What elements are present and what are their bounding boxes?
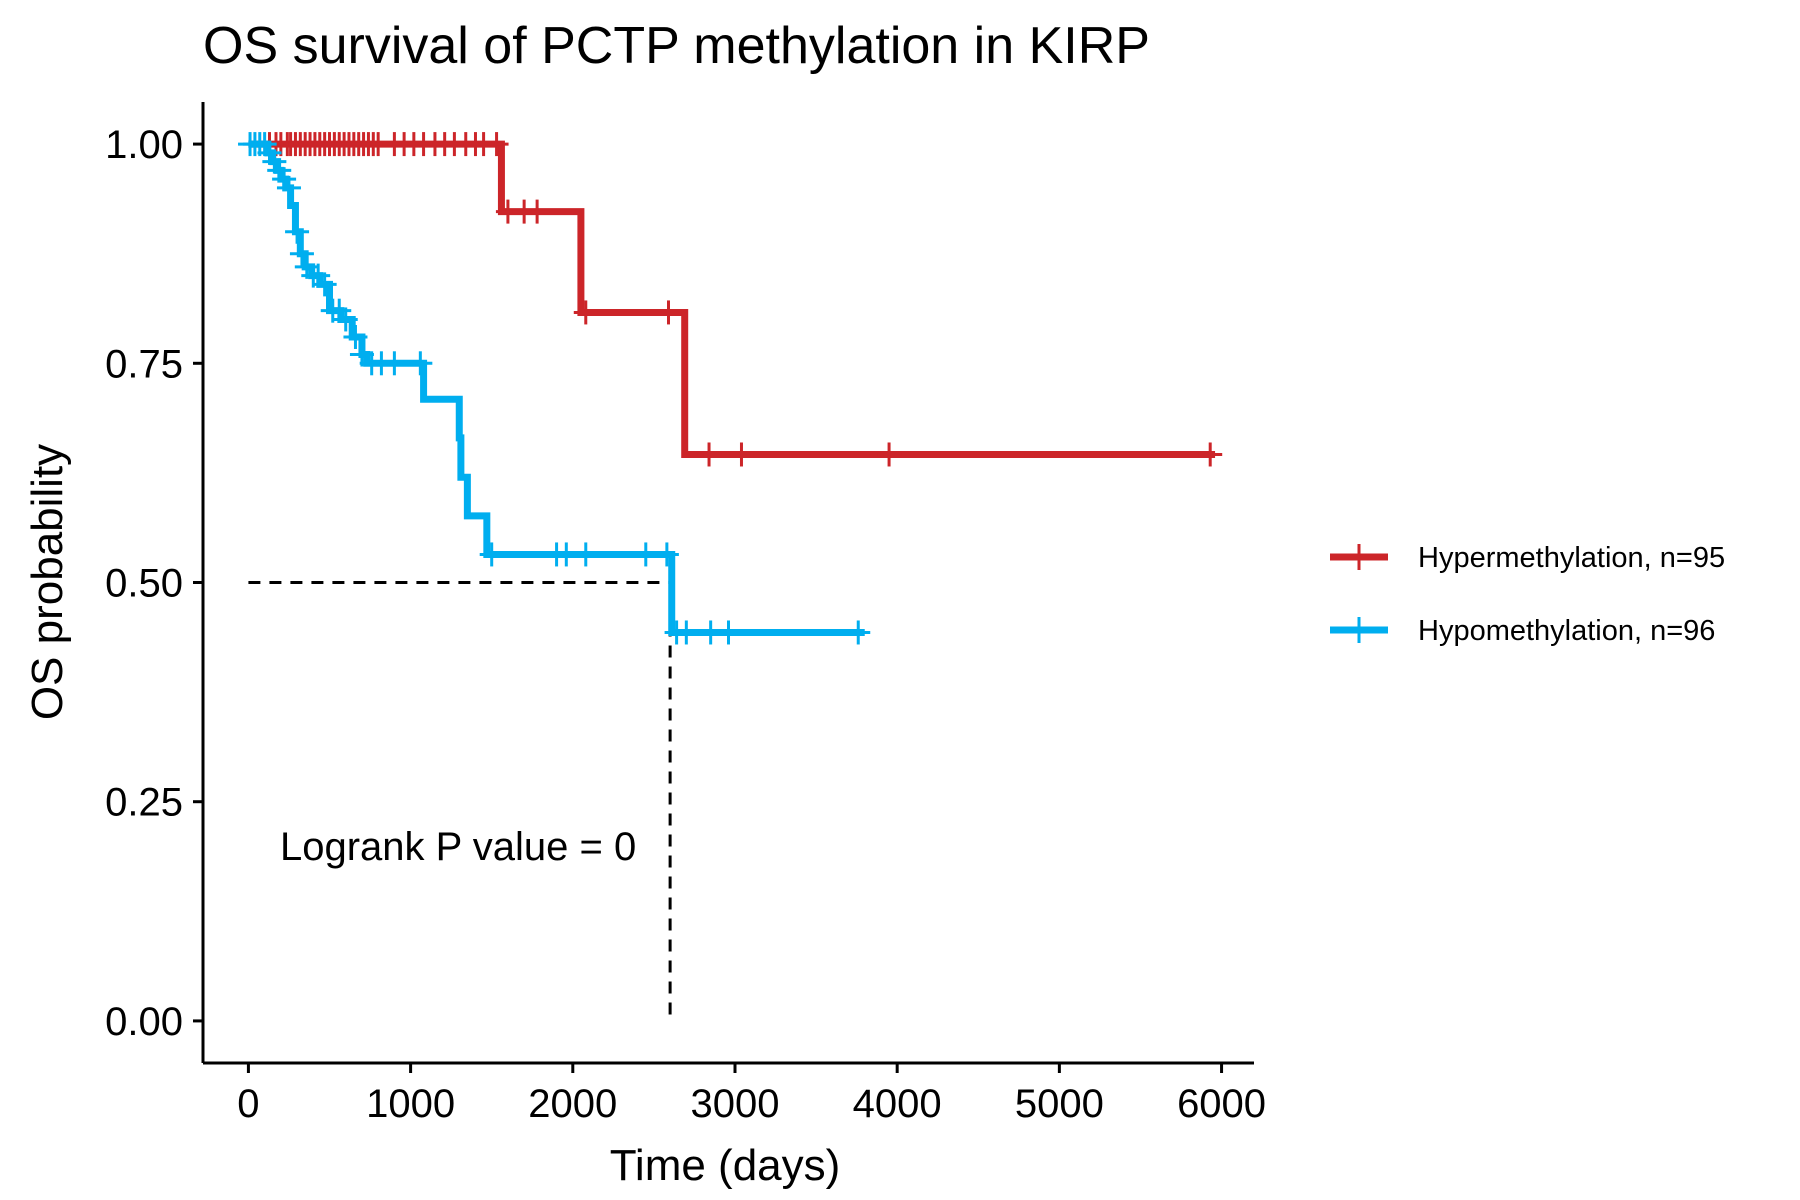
x-tick-label: 5000 (1015, 1082, 1104, 1126)
y-tick-label: 0.50 (105, 562, 183, 606)
x-tick-label: 4000 (853, 1082, 942, 1126)
survival-curve (248, 140, 1216, 458)
logrank-annotation: Logrank P value = 0 (280, 825, 636, 869)
legend-item: Hypermethylation, n=95 (1330, 542, 1725, 574)
chart-title: OS survival of PCTP methylation in KIRP (203, 17, 1150, 75)
x-axis-ticks: 0 1000 2000 3000 4000 5000 6000 (237, 1063, 1266, 1126)
series-hypermethylation (248, 132, 1223, 467)
y-tick-label: 0.75 (105, 342, 183, 386)
plot-area: 0 1000 2000 3000 4000 5000 6000 0.000.250.500.… (105, 102, 1266, 1126)
legend-label: Hypermethylation, n=95 (1418, 542, 1725, 574)
x-tick-label: 6000 (1177, 1082, 1266, 1126)
x-tick-label: 1000 (366, 1082, 455, 1126)
legend-item: Hypomethylation, n=96 (1330, 615, 1715, 647)
x-tick-label: 0 (237, 1082, 259, 1126)
y-tick-label: 0.25 (105, 781, 183, 825)
y-tick-label: 0.00 (105, 1000, 183, 1044)
x-tick-label: 2000 (528, 1082, 617, 1126)
y-axis-ticks: 0.00 0.25 0.50 0.75 1.00 (105, 123, 203, 1044)
legend-label: Hypomethylation, n=96 (1418, 615, 1715, 647)
series-hypomethylation (238, 132, 871, 645)
x-axis-title: Time (days) (610, 1141, 841, 1190)
series-layer (238, 132, 1223, 645)
x-tick-label: 3000 (690, 1082, 779, 1126)
y-tick-label: 1.00 (105, 123, 183, 167)
y-axis-title: OS probability (23, 444, 72, 720)
median-reference-lines (248, 581, 672, 1021)
legend: Hypermethylation, n=95 Hypomethylation, n… (1330, 542, 1725, 647)
